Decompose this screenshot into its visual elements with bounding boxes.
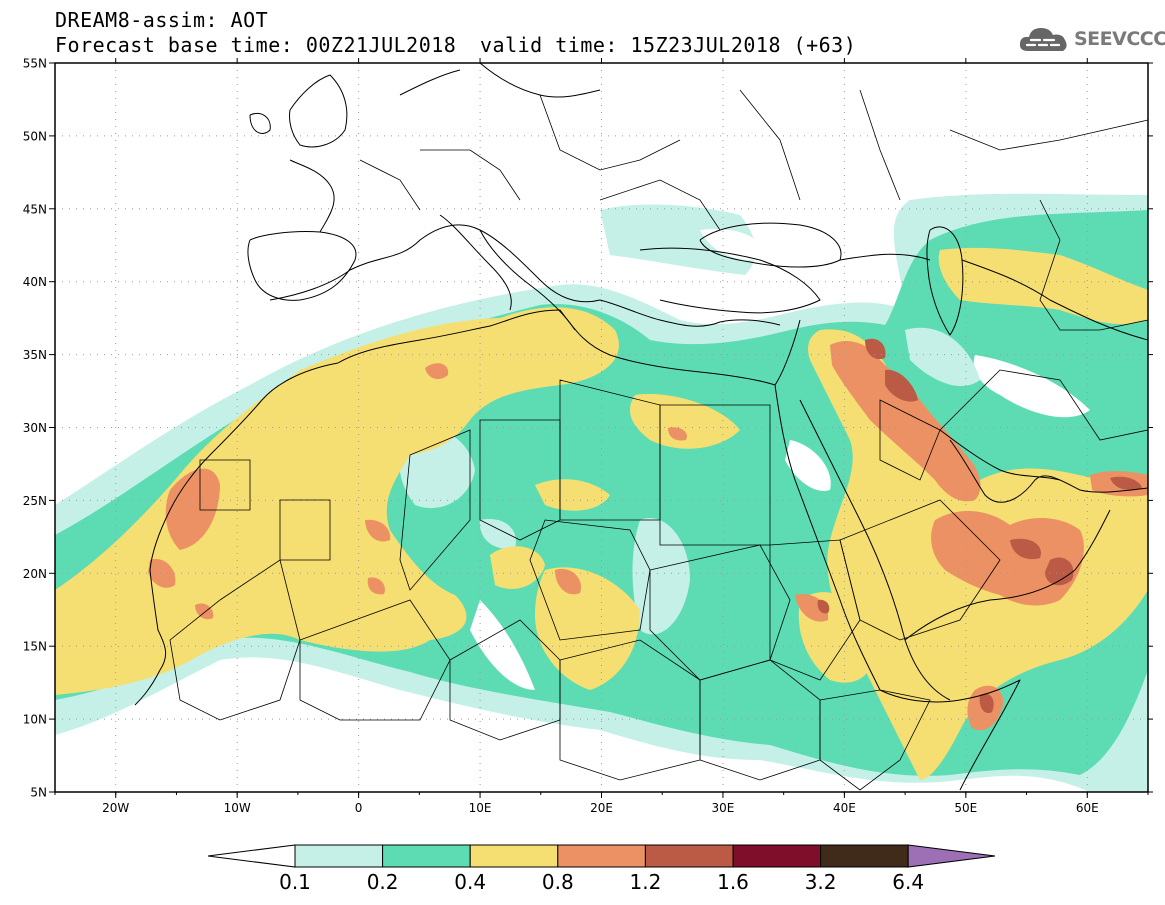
coastlines [134,63,1148,791]
colorbar-under-triangle [207,844,296,868]
colorbar: 0.1 0.2 0.4 0.8 1.2 1.6 3.2 6.4 [207,844,996,894]
colorbar-swatch [557,844,646,868]
colorbar-swatch [644,844,734,868]
colorbar-swatch [382,844,471,868]
colorbar-level-label: 6.4 [892,870,924,894]
colorbar-level-label: 1.2 [629,870,661,894]
map-title: DREAM8-assim: AOT [55,8,269,32]
lon-tick-label: 60E [1076,801,1099,815]
lat-tick-label: 25N [23,494,47,508]
cloud-logo-icon [1019,28,1067,51]
aot-field [55,63,1148,792]
valid-time: valid time: 15Z23JUL2018 (+63) [480,33,857,57]
lat-tick-label: 30N [23,421,47,435]
national-borders [169,89,1148,791]
longitude-axis: 20W 10W 0 10E 20E 30E 40E 50E 60E [54,58,1149,815]
lat-tick-label: 10N [23,713,47,727]
lat-tick-label: 55N [23,57,47,71]
colorbar-level-label: 3.2 [805,870,837,894]
lon-tick-label: 10W [224,801,251,815]
lon-tick-label: 50E [954,801,977,815]
colorbar-level-label: 0.2 [367,870,399,894]
colorbar-over-triangle [907,844,996,868]
colorbar-level-label: 0.4 [454,870,486,894]
lon-tick-label: 40E [833,801,856,815]
colorbar-swatch [732,844,822,868]
lon-tick-label: 30E [712,801,735,815]
lon-tick-label: 20W [102,801,129,815]
lat-tick-label: 40N [23,275,47,289]
latitude-axis: 5N 10N 15N 20N 25N 30N 35N 40N 45N 50N 55N [23,57,1153,800]
forecast-base-time: Forecast base time: 00Z21JUL2018 [55,33,457,57]
lat-tick-label: 50N [23,129,47,143]
seevccc-logo: SEEVCCC [1018,22,1165,56]
colorbar-swatch [469,844,559,868]
lon-tick-label: 10E [469,801,492,815]
lat-tick-label: 5N [30,786,47,800]
colorbar-swatch [294,844,384,868]
logo-text: SEEVCCC [1074,28,1165,50]
colorbar-level-label: 0.8 [542,870,574,894]
lat-tick-label: 20N [23,567,47,581]
colorbar-level-label: 1.6 [717,870,749,894]
colorbar-level-label: 0.1 [279,870,311,894]
colorbar-swatch [820,844,909,868]
lat-tick-label: 45N [23,202,47,216]
lat-tick-label: 15N [23,640,47,654]
lon-tick-label: 20E [590,801,613,815]
lon-tick-label: 0 [355,801,363,815]
lat-tick-label: 35N [23,348,47,362]
